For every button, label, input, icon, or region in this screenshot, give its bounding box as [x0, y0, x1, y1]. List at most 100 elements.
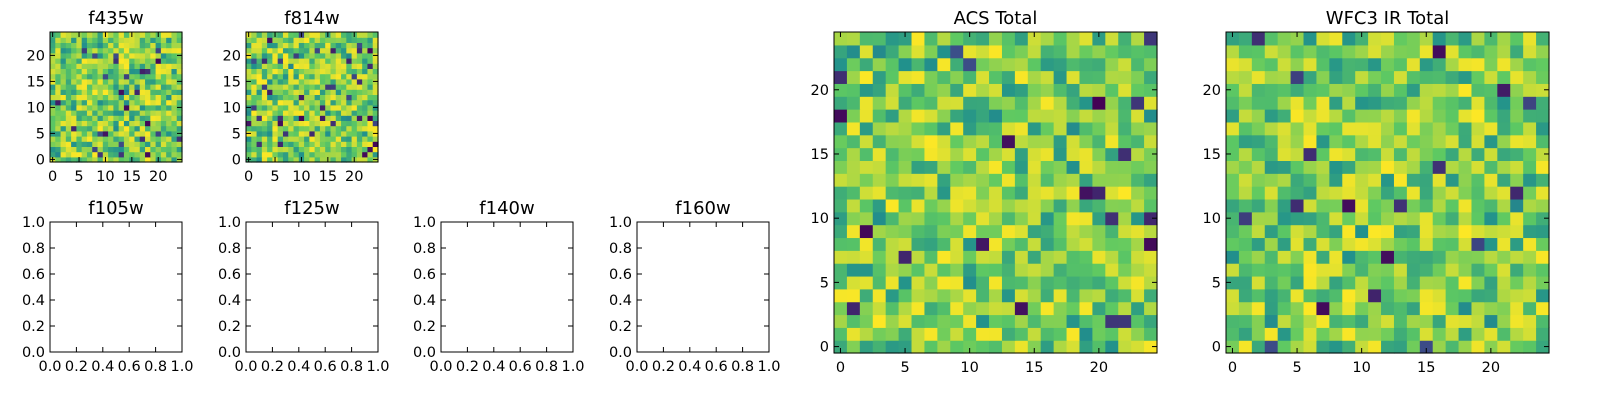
heatmap-cell	[346, 47, 353, 54]
heatmap-cell	[288, 136, 295, 142]
heatmap-cell	[1329, 301, 1343, 316]
heatmap-cell	[898, 250, 913, 264]
heatmap-cell	[1264, 237, 1279, 251]
heatmap-cell	[1510, 109, 1524, 123]
heatmap-cell	[256, 78, 263, 85]
heatmap-cell	[108, 99, 114, 106]
heatmap-cell	[261, 99, 268, 106]
heatmap-cell	[367, 42, 374, 49]
heatmap-cell	[267, 156, 273, 163]
heatmap-cell	[50, 37, 56, 43]
heatmap-cell	[937, 32, 951, 46]
heatmap-cell	[309, 94, 316, 101]
heatmap-cell	[1342, 327, 1356, 341]
heatmap-cell	[1131, 237, 1145, 251]
heatmap-cell	[76, 84, 83, 90]
heatmap-cell	[1251, 147, 1266, 161]
heatmap-cell	[1092, 224, 1106, 239]
heatmap-cell	[55, 110, 62, 116]
heatmap-cell	[1445, 147, 1460, 161]
heatmap-cell	[1355, 275, 1369, 290]
heatmap-cell	[1342, 250, 1356, 264]
heatmap-cell	[341, 73, 347, 80]
heatmap-cell	[1118, 121, 1132, 136]
heatmap-cell	[129, 141, 136, 147]
heatmap-cell	[1001, 275, 1016, 290]
heatmap-cell	[272, 42, 279, 49]
heatmap-cell	[60, 156, 67, 163]
heatmap-cell	[92, 58, 99, 64]
heatmap-cell	[989, 121, 1003, 136]
heatmap-cell	[272, 73, 279, 80]
heatmap-cell	[1014, 121, 1029, 136]
heatmap-cell	[304, 136, 310, 142]
heatmap-cell	[1329, 340, 1343, 354]
heatmap-cell	[1290, 275, 1305, 290]
heatmap-cell	[1277, 198, 1292, 213]
heatmap-cell	[60, 63, 67, 69]
heatmap-cell	[1066, 57, 1081, 72]
heatmap-cell	[92, 146, 99, 153]
heatmap-cell	[256, 130, 263, 137]
heatmap-cell	[55, 37, 62, 43]
heatmap-cell	[834, 186, 848, 200]
heatmap-cell	[1381, 314, 1395, 328]
heatmap-cell	[50, 94, 56, 101]
heatmap-cell	[846, 57, 861, 72]
heatmap-cell	[1381, 160, 1395, 174]
heatmap-cell	[166, 37, 173, 43]
heatmap-cell	[246, 63, 252, 69]
heatmap-cell	[261, 94, 268, 101]
heatmap-cell	[351, 58, 358, 64]
heatmap-cell	[989, 288, 1003, 303]
heatmap-cell	[309, 58, 316, 64]
heatmap-cell	[1277, 263, 1292, 277]
heatmap-cell	[1355, 147, 1369, 161]
heatmap-cell	[1458, 314, 1473, 328]
x-tick-label: 20	[345, 169, 363, 185]
heatmap-cell	[267, 78, 273, 85]
heatmap-cell	[1432, 211, 1447, 226]
heatmap-cell	[293, 115, 300, 121]
heatmap-cell	[356, 94, 363, 101]
heatmap-cell	[108, 42, 114, 49]
heatmap-cell	[1445, 198, 1460, 213]
heatmap-cell	[1027, 327, 1042, 341]
heatmap-cell	[60, 136, 67, 142]
y-tick-label: 0.2	[22, 319, 45, 335]
heatmap-cell	[139, 94, 146, 101]
heatmap-cell	[1053, 160, 1068, 174]
heatmap-cell	[1066, 83, 1081, 97]
heatmap-cell	[346, 42, 353, 49]
heatmap-cell	[911, 173, 926, 187]
heatmap-cell	[1510, 173, 1524, 187]
heatmap-cell	[1027, 263, 1042, 277]
heatmap-cell	[346, 63, 353, 69]
heatmap-cell	[1381, 327, 1395, 341]
heatmap-cell	[1523, 134, 1537, 149]
heatmap-cell	[314, 125, 321, 132]
heatmap-cell	[976, 57, 990, 72]
heatmap-cell	[50, 141, 56, 147]
heatmap-cell	[330, 58, 337, 64]
heatmap-cell	[1368, 263, 1382, 277]
heatmap-cell	[1079, 96, 1093, 110]
heatmap-cell	[102, 68, 109, 75]
heatmap-cell	[898, 173, 913, 187]
heatmap-cell	[1536, 173, 1550, 187]
heatmap-cell	[267, 73, 273, 80]
heatmap-cell	[1316, 83, 1330, 97]
heatmap-cell	[1471, 186, 1485, 200]
y-tick-label: 0	[232, 152, 241, 168]
heatmap-cell	[277, 37, 284, 43]
heatmap-cell	[1014, 288, 1029, 303]
heatmap-cell	[86, 73, 93, 80]
heatmap-cell	[314, 151, 321, 158]
heatmap-cell	[1118, 109, 1132, 123]
heatmap-cell	[309, 125, 316, 132]
heatmap-cell	[356, 136, 363, 142]
heatmap-cell	[108, 94, 114, 101]
heatmap-cell	[76, 37, 83, 43]
heatmap-cell	[86, 120, 93, 127]
